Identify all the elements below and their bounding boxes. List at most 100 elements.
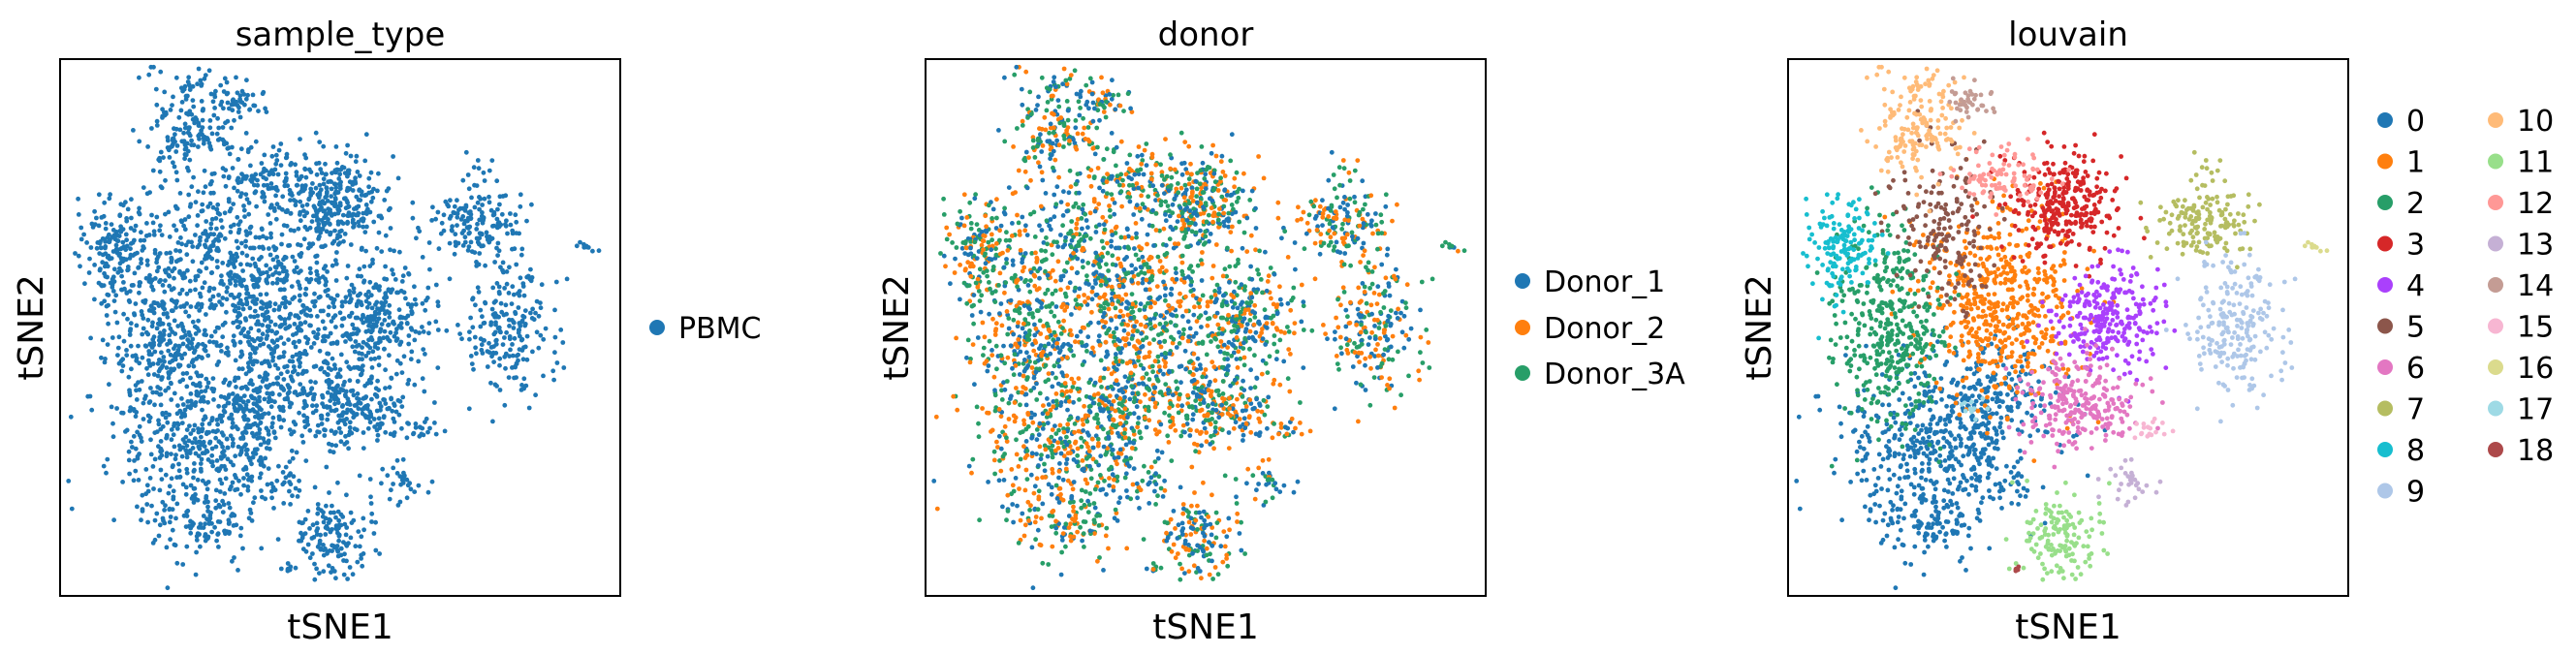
scatter-point xyxy=(94,215,99,221)
scatter-point xyxy=(333,443,339,449)
scatter-point xyxy=(178,108,184,113)
scatter-point xyxy=(122,286,127,292)
scatter-point xyxy=(137,423,142,429)
scatter-point xyxy=(191,469,197,474)
scatter-point xyxy=(195,213,201,218)
scatter-point xyxy=(200,285,205,291)
scatter-point xyxy=(174,501,180,507)
scatter-point xyxy=(1137,307,1143,313)
scatter-point xyxy=(219,455,224,461)
scatter-point xyxy=(350,188,356,193)
scatter-point xyxy=(452,251,457,257)
scatter-point xyxy=(314,161,319,167)
scatter-point xyxy=(124,291,130,296)
scatter-point xyxy=(1059,549,1064,555)
scatter-point xyxy=(208,333,214,339)
scatter-point xyxy=(1124,546,1130,551)
scatter-point xyxy=(1174,379,1178,385)
scatter-point xyxy=(266,212,271,217)
scatter-point xyxy=(1179,268,1185,274)
scatter-point xyxy=(176,461,181,467)
scatter-point xyxy=(1089,436,1095,442)
scatter-point xyxy=(494,281,500,286)
scatter-point xyxy=(427,425,432,431)
scatter-point xyxy=(152,300,158,306)
scatter-point xyxy=(312,561,317,567)
scatter-point xyxy=(165,145,171,150)
scatter-point xyxy=(1013,476,1019,481)
scatter-point xyxy=(409,310,415,316)
scatter-point xyxy=(187,278,193,284)
scatter-point xyxy=(313,433,319,439)
scatter-point xyxy=(1111,329,1116,335)
scatter-point xyxy=(270,355,276,359)
scatter-point xyxy=(1071,509,1076,514)
scatter-point xyxy=(185,130,191,136)
scatter-point xyxy=(150,320,155,326)
scatter-point xyxy=(291,474,297,480)
scatter-point xyxy=(424,416,429,421)
scatter-point xyxy=(333,325,338,329)
scatter-point xyxy=(190,319,196,325)
scatter-point xyxy=(341,196,347,202)
scatter-point xyxy=(340,388,346,393)
scatter-point xyxy=(120,363,126,368)
scatter-point xyxy=(477,251,483,256)
scatter-point xyxy=(393,277,398,282)
scatter-point xyxy=(196,133,202,139)
scatter-point xyxy=(1137,350,1142,355)
scatter-point xyxy=(337,367,343,372)
scatter-point xyxy=(1156,364,1162,369)
scatter-point xyxy=(1138,487,1144,493)
scatter-point xyxy=(1028,503,1033,509)
scatter-point xyxy=(355,395,360,401)
scatter-point xyxy=(362,230,368,235)
scatter-point xyxy=(513,212,518,218)
scatter-point xyxy=(184,451,190,456)
scatter-point xyxy=(195,244,201,250)
scatter-point xyxy=(392,248,396,254)
scatter-point xyxy=(435,328,441,332)
scatter-point xyxy=(933,414,939,420)
scatter-point xyxy=(495,240,501,246)
scatter-point xyxy=(373,519,378,525)
scatter-point xyxy=(1154,284,1160,289)
scatter-point xyxy=(216,466,222,472)
scatter-point xyxy=(221,106,226,111)
scatter-point xyxy=(1093,459,1099,465)
scatter-point xyxy=(314,532,320,537)
scatter-point xyxy=(193,451,199,456)
scatter-point xyxy=(1056,475,1061,481)
scatter-point xyxy=(282,287,287,293)
scatter-point xyxy=(187,157,193,163)
scatter-point xyxy=(265,390,270,396)
scatter-point xyxy=(211,92,217,97)
scatter-point xyxy=(406,271,412,277)
scatter-point xyxy=(1036,463,1041,468)
scatter-point xyxy=(420,325,424,329)
scatter-point xyxy=(1038,543,1044,548)
scatter-point xyxy=(317,429,322,435)
scatter-point xyxy=(173,543,178,548)
scatter-point xyxy=(158,69,164,75)
scatter-point xyxy=(324,229,330,234)
scatter-point xyxy=(471,366,476,372)
scatter-point xyxy=(1033,515,1039,519)
scatter-point xyxy=(340,403,346,408)
scatter-point xyxy=(297,191,301,197)
scatter-point xyxy=(314,226,319,232)
scatter-point xyxy=(409,349,415,355)
scatter-point xyxy=(140,492,145,498)
scatter-point xyxy=(1086,449,1092,453)
scatter-point xyxy=(222,235,228,241)
scatter-point xyxy=(1134,231,1139,236)
scatter-point xyxy=(315,526,321,531)
scatter-point xyxy=(340,316,345,322)
scatter-point xyxy=(363,319,369,324)
scatter-point xyxy=(1135,421,1141,426)
scatter-point xyxy=(395,175,401,181)
scatter-point xyxy=(231,402,236,407)
scatter-point xyxy=(361,406,366,412)
scatter-point xyxy=(380,466,386,472)
scatter-point xyxy=(184,427,190,432)
